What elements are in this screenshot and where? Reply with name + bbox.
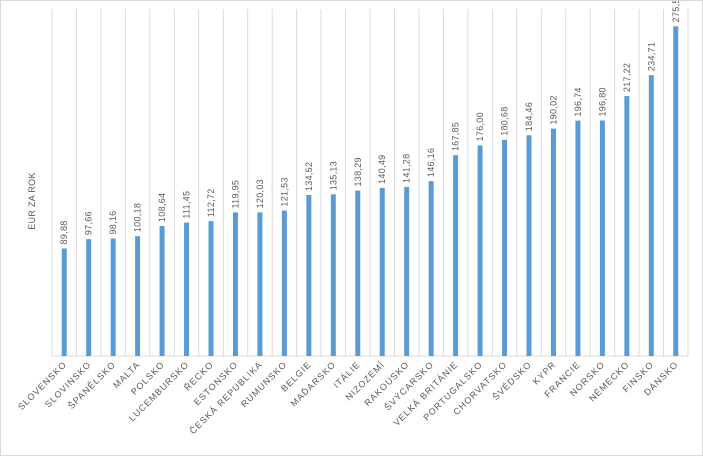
data-label: 111,45 [182,191,192,219]
data-label: 100,18 [133,203,143,232]
bar [306,195,312,356]
bar [526,135,532,356]
data-label: 196,74 [573,87,583,116]
bar [159,226,165,356]
data-label: 98,16 [108,211,118,235]
bar [599,120,605,357]
data-label: 196,80 [597,87,607,116]
bar [575,120,581,356]
data-label: 140,49 [377,155,387,184]
data-label: 138,29 [353,157,363,186]
bar [281,210,287,356]
data-label: 146,16 [426,148,436,177]
data-label: 217,22 [622,63,632,92]
data-label: 180,68 [500,106,510,135]
data-label: 176,00 [475,112,485,141]
bar [379,187,385,356]
data-label: 119,95 [230,180,240,209]
data-label: 121,53 [279,177,289,206]
data-label: 141,28 [402,154,412,183]
data-label: 275,52 [671,1,681,22]
bar [184,222,190,356]
data-label: 134,52 [304,162,314,191]
bar [257,212,263,356]
bar [550,128,556,356]
y-axis-label: EUR ZA ROK [27,172,37,230]
bar [648,75,654,356]
bar [232,212,238,356]
bar [61,248,67,356]
data-label: 184,46 [524,102,534,131]
bar [330,194,336,356]
bar [624,96,630,357]
bar [135,236,141,356]
bar [502,139,508,356]
data-label: 234,71 [646,42,656,71]
bar [477,145,483,356]
bar [404,186,410,356]
data-label: 167,85 [451,122,461,151]
data-label: 190,02 [548,95,558,124]
bar [86,239,92,356]
data-label: 89,88 [59,220,69,244]
bar [355,190,361,356]
data-label: 135,13 [328,161,338,190]
bar [453,155,459,356]
data-label: 120,03 [255,179,265,208]
bar [428,181,434,356]
data-label: 112,72 [206,188,216,217]
bars [61,26,679,357]
bar [110,238,116,356]
data-label: 108,64 [157,193,167,222]
data-label: 97,66 [84,211,94,235]
bar [673,26,679,356]
data-labels: 89,88 97,66 98,16 100,18 108,64 111,45 112,72 1… [59,1,681,244]
category-labels: SLOVENSKOSLOVINSKOŠPANĚLSKOMALTAPOLSKOLU… [16,359,680,436]
grid-lines [51,9,689,357]
bar [208,221,214,356]
category-label: MAĎARSKO [289,359,338,408]
